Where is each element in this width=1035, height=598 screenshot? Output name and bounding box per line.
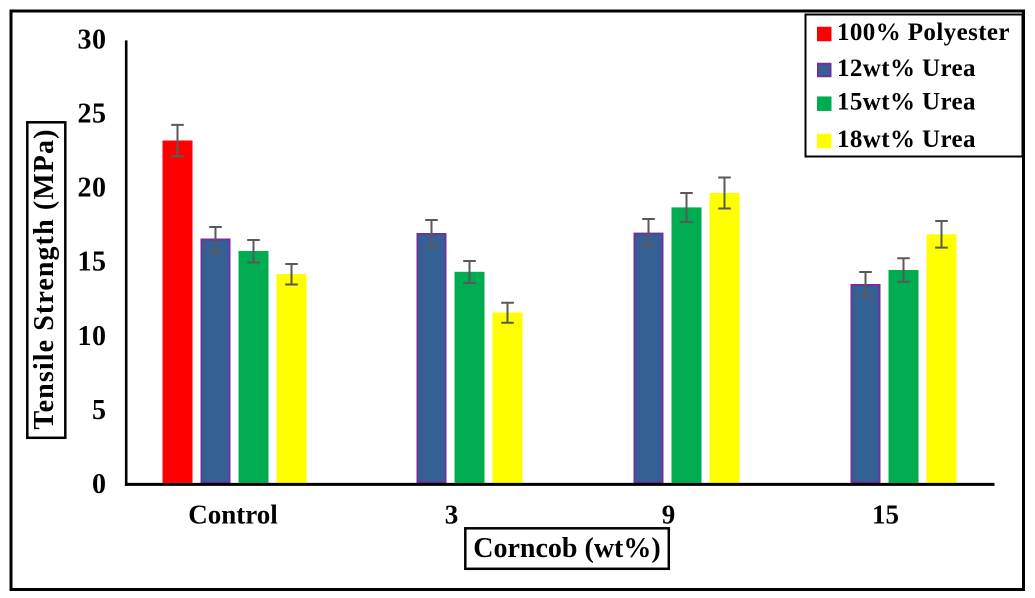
svg-text:18wt% Urea: 18wt% Urea (837, 126, 976, 153)
svg-text:Control: Control (188, 500, 278, 530)
svg-text:0: 0 (92, 469, 107, 500)
svg-text:25: 25 (78, 99, 107, 130)
svg-text:15: 15 (78, 247, 107, 278)
svg-text:12wt% Urea: 12wt% Urea (837, 55, 976, 82)
svg-text:100% Polyester: 100% Polyester (837, 19, 1010, 46)
svg-text:20: 20 (78, 173, 107, 204)
svg-text:15wt% Urea: 15wt% Urea (837, 89, 976, 116)
svg-text:10: 10 (78, 321, 107, 352)
svg-text:15: 15 (872, 500, 899, 530)
svg-text:Tensile Strength (MPa): Tensile Strength (MPa) (29, 128, 60, 429)
svg-text:9: 9 (662, 500, 676, 530)
svg-text:30: 30 (78, 24, 107, 55)
svg-text:5: 5 (92, 395, 107, 426)
svg-text:3: 3 (445, 500, 459, 530)
svg-text:Corncob (wt%): Corncob (wt%) (473, 533, 660, 564)
